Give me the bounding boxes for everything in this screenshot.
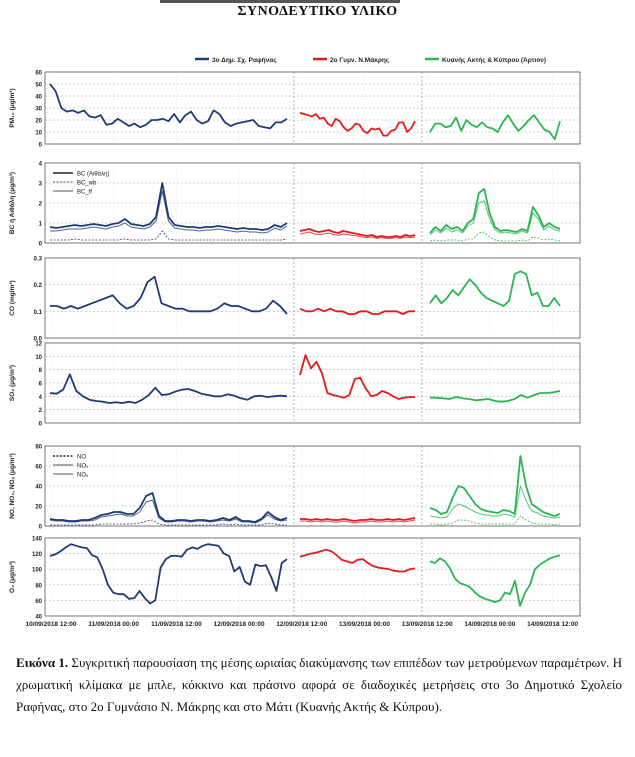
y-tick-label: 0: [39, 422, 43, 428]
y-tick-label: 0.0: [34, 337, 43, 343]
series-line: [430, 390, 561, 403]
y-axis-label: SO₂ (μg/m³): [9, 365, 16, 401]
series-line: [50, 190, 288, 234]
series-line: [300, 517, 416, 522]
y-tick-label: 10: [35, 355, 42, 361]
y-tick-label: 100: [32, 568, 43, 574]
y-axis-label: BC ή Αιθάλη (μg/m³): [8, 172, 16, 234]
series-line: [429, 455, 561, 517]
y-tick-label: 20: [35, 505, 42, 511]
series-line: [49, 492, 288, 523]
y-tick-label: 50: [35, 83, 42, 89]
series-line: [429, 270, 561, 307]
series-line: [50, 230, 288, 241]
y-tick-label: 30: [35, 107, 42, 113]
series-line: [49, 543, 288, 605]
y-tick-label: 0.2: [34, 283, 43, 289]
series-line: [49, 373, 288, 404]
x-tick-label: 14/09/2018 00:00: [464, 621, 515, 628]
y-tick-label: 12: [35, 342, 42, 348]
multi-panel-chart: 3ο Δημ. Σχ. Ραφήνας 2ο Γυμν. Ν.Μάκρης Κυαν…: [8, 57, 581, 628]
y-axis-label: PM₁₀ (μg/m³): [9, 88, 16, 127]
series-line: [429, 485, 561, 519]
inner-legend-label: NOₓ: [77, 473, 88, 479]
y-tick-label: 0: [39, 242, 43, 248]
series-line: [299, 354, 415, 400]
y-tick-label: 20: [35, 119, 42, 125]
y-tick-label: 80: [35, 445, 42, 451]
y-tick-label: 0: [39, 143, 43, 149]
x-tick-label: 14/09/2018 12:00: [527, 621, 578, 628]
series-line: [430, 515, 561, 526]
series-line: [300, 519, 416, 524]
legend-label: 3ο Δημ. Σχ. Ραφήνας: [212, 57, 277, 64]
y-tick-label: 0.3: [34, 257, 43, 263]
y-axis-label: NO, NO₂, NOₓ (μg/m³): [9, 453, 16, 519]
caption-text: Συγκριτική παρουσίαση της μέσης ωριαίας …: [16, 655, 623, 714]
inner-legend-label: BC (Αιθάλη): [77, 171, 109, 178]
series-line: [49, 182, 288, 231]
series-line: [299, 307, 415, 315]
y-tick-label: 60: [35, 71, 42, 77]
caption-label: Εικόνα 1.: [16, 655, 69, 670]
series-line: [49, 499, 288, 524]
y-tick-label: 40: [35, 485, 42, 491]
y-tick-label: 1: [39, 222, 43, 228]
legend-label: 2ο Γυμν. Ν.Μάκρης: [330, 57, 390, 64]
panel-frame: [44, 257, 581, 339]
y-axis-label: CO (mg/m³): [9, 280, 16, 315]
series-line: [299, 111, 416, 137]
series-line: [429, 231, 561, 242]
x-tick-label: 12/09/2018 00:00: [214, 621, 265, 628]
series-line: [49, 83, 288, 130]
y-tick-label: 40: [35, 615, 42, 621]
y-tick-label: 60: [35, 599, 42, 605]
y-tick-label: 40: [35, 95, 42, 101]
y-tick-label: 4: [39, 395, 43, 401]
y-tick-label: 6: [39, 382, 43, 388]
x-tick-label: 13/09/2018 12:00: [402, 621, 453, 628]
x-tick-label: 12/09/2018 12:00: [276, 621, 327, 628]
inner-legend-label: BC_ff: [77, 190, 92, 196]
y-tick-label: 60: [35, 465, 42, 471]
series-line: [50, 519, 287, 526]
y-tick-label: 2: [39, 202, 43, 208]
series-line: [429, 554, 561, 607]
y-tick-label: 3: [39, 182, 43, 188]
y-tick-label: 2: [39, 408, 43, 414]
series-line: [429, 188, 561, 234]
y-tick-label: 8: [39, 368, 43, 374]
inner-legend-label: NO: [77, 455, 86, 461]
y-tick-label: 4: [39, 162, 43, 168]
series-line: [299, 228, 416, 238]
inner-legend-label: BC_wb: [77, 181, 97, 187]
series-line: [429, 200, 561, 236]
y-tick-label: 140: [32, 537, 43, 543]
y-tick-label: 0: [39, 525, 43, 531]
figure-caption: Εικόνα 1. Συγκριτική παρουσίαση της μέση…: [16, 652, 622, 718]
x-tick-label: 11/09/2018 12:00: [151, 621, 202, 628]
y-tick-label: 80: [35, 583, 42, 589]
page-header: ΣΥΝΟΔΕΥΤΙΚΟ ΥΛΙΚΟ: [237, 4, 398, 19]
series-line: [50, 275, 288, 315]
series-line: [299, 548, 416, 573]
y-axis-label: O₃ (μg/m³): [9, 561, 16, 593]
series-line: [299, 231, 416, 239]
x-tick-label: 11/09/2018 00:00: [88, 621, 139, 628]
legend-label: Κυανής Ακτής & Κύπρου (Άρτιον): [442, 57, 546, 64]
y-tick-label: 120: [32, 552, 43, 558]
x-tick-label: 10/09/2018 12:00: [26, 621, 77, 628]
x-tick-label: 13/09/2018 00:00: [339, 621, 390, 628]
series-line: [429, 114, 561, 141]
y-tick-label: 10: [35, 131, 42, 137]
inner-legend-label: NO₂: [77, 464, 89, 470]
page-top-rule: [160, 0, 400, 3]
panel-frame: [44, 537, 581, 617]
y-tick-label: 0.1: [34, 310, 43, 316]
